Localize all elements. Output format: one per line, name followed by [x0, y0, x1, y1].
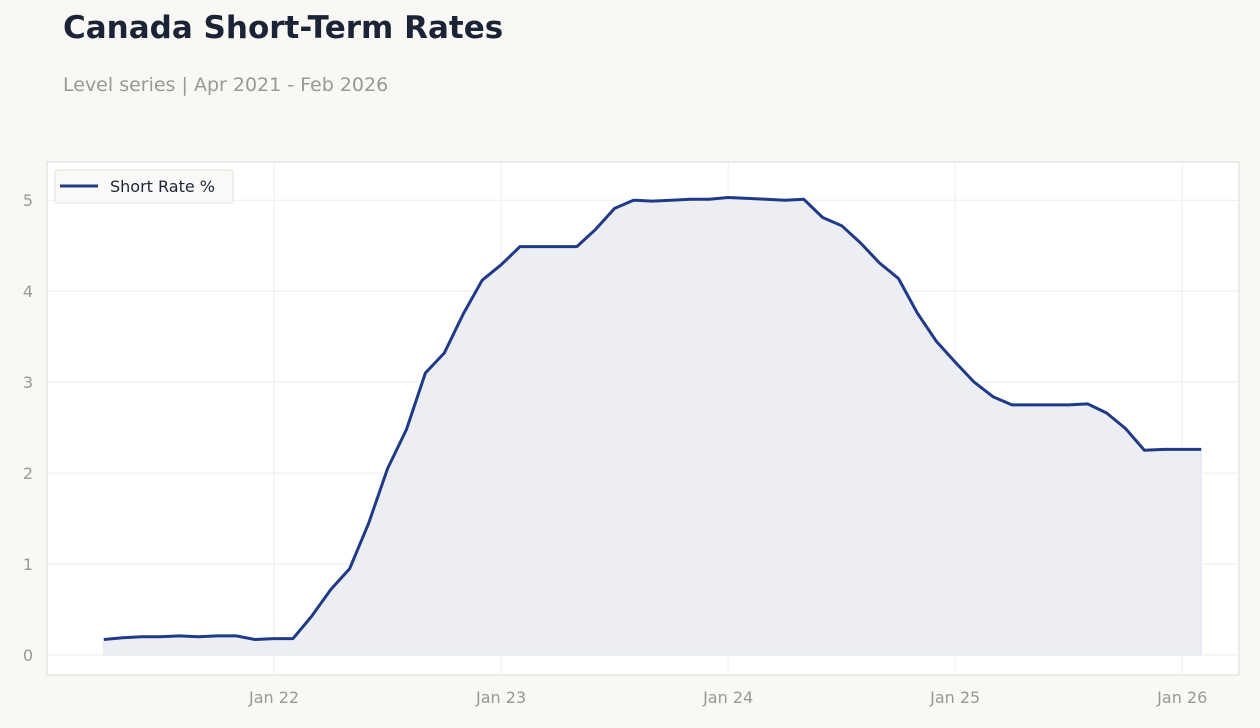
- x-axis: Jan 22 Jan 23 Jan 24 Jan 25 Jan 26: [248, 688, 1207, 707]
- legend: Short Rate %: [54, 169, 234, 204]
- x-tick-label: Jan 22: [248, 688, 299, 707]
- y-tick-label: 5: [23, 191, 33, 210]
- series-line-short-rate: [103, 196, 1202, 641]
- y-tick-label: 4: [23, 282, 33, 301]
- y-tick-label: 1: [23, 555, 33, 574]
- y-tick-label: 3: [23, 373, 33, 392]
- y-tick-label: 2: [23, 464, 33, 483]
- x-tick-label: Jan 23: [475, 688, 526, 707]
- x-tick-label: Jan 25: [929, 688, 980, 707]
- legend-label-short-rate: Short Rate %: [110, 177, 215, 196]
- chart-title: Canada Short-Term Rates: [63, 10, 504, 46]
- y-axis: 0 1 2 3 4 5: [23, 191, 33, 665]
- x-tick-label: Jan 26: [1156, 688, 1207, 707]
- legend-box: [54, 169, 234, 204]
- x-tick-label: Jan 24: [702, 688, 753, 707]
- y-tick-label: 0: [23, 646, 33, 665]
- chart-subtitle: Level series | Apr 2021 - Feb 2026: [63, 74, 389, 96]
